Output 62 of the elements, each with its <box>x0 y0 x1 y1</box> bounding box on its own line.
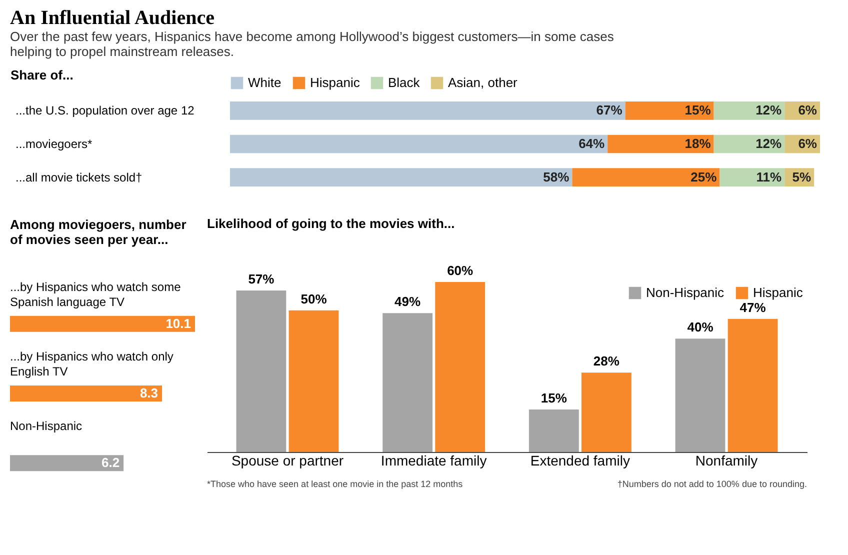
data-label: 25% <box>690 169 718 184</box>
bar <box>230 134 608 154</box>
data-label: 18% <box>684 136 712 151</box>
y-tick-label: Non-Hispanic <box>10 419 82 434</box>
y-tick-label: ...the U.S. population over age 12 <box>16 104 195 118</box>
data-label: 28% <box>593 354 620 369</box>
data-label: 50% <box>300 291 328 306</box>
x-tick-label: Spouse or partner <box>231 452 344 468</box>
data-label: 47% <box>740 300 766 315</box>
bar <box>288 310 339 452</box>
chart-title: An Influential Audience <box>10 7 215 29</box>
data-label: 57% <box>248 272 275 286</box>
x-tick-label: Immediate family <box>380 452 487 468</box>
y-tick-label: ...by Hispanics who watch some Spanish language TV <box>10 280 182 309</box>
bar <box>528 410 579 452</box>
y-tick-label: ...moviegoers* <box>16 137 93 151</box>
chart-title: Among moviegoers, number of movies seen per year... <box>10 216 186 247</box>
bar <box>236 290 286 452</box>
data-label: 67% <box>596 102 623 118</box>
chart-subtitle: Over the past few years, Hispanics have become among Hollywood’s biggest customers—in some cases helping to propel mainstream releases. <box>10 29 614 59</box>
data-label: 8.3 <box>140 386 158 400</box>
data-label: 12% <box>756 136 782 151</box>
data-label: 6.2 <box>101 455 120 470</box>
data-label: 64% <box>578 136 606 151</box>
bar <box>581 372 632 452</box>
y-tick-label: ...by Hispanics who watch only English TV <box>10 350 174 378</box>
legend-label: Hispanic <box>310 75 360 90</box>
y-axis-title: Share of... <box>10 68 74 82</box>
x-tick-label: Extended family <box>530 452 630 468</box>
chart-title: Likelihood of going to the movies with... <box>207 216 455 231</box>
data-label: 10.1 <box>166 316 191 331</box>
bar <box>230 168 572 186</box>
x-tick-label: Nonfamily <box>695 452 758 468</box>
bar <box>714 102 785 120</box>
data-label: 6% <box>798 136 818 151</box>
data-label: 6% <box>798 102 818 118</box>
data-label: 58% <box>543 169 570 184</box>
data-label: 49% <box>394 294 422 310</box>
bar <box>625 102 714 120</box>
legend-label: Hispanic <box>753 285 804 300</box>
legend-label: Black <box>388 75 420 90</box>
data-label: 40% <box>687 320 714 335</box>
data-label: 12% <box>756 102 782 118</box>
bar <box>230 102 626 120</box>
legend-label: Asian, other <box>448 75 518 90</box>
legend-label: White <box>248 75 282 90</box>
text: †Numbers do not add to 100% due to rounding. <box>617 479 807 489</box>
bar <box>382 313 433 452</box>
data-label: 60% <box>447 263 474 278</box>
legend-label: Non-Hispanic <box>646 285 725 300</box>
bar <box>572 168 720 186</box>
text: *Those who have seen at least one movie in the past 12 months <box>207 479 464 489</box>
bar <box>608 134 714 154</box>
data-label: 15% <box>684 102 712 118</box>
data-label: 5% <box>792 169 812 184</box>
bar <box>720 168 785 186</box>
bar <box>675 338 726 452</box>
data-label: 15% <box>540 390 568 406</box>
y-tick-label: ...all movie tickets sold† <box>16 170 142 184</box>
bar <box>435 282 486 452</box>
data-label: 11% <box>756 169 782 184</box>
bar <box>728 318 778 452</box>
